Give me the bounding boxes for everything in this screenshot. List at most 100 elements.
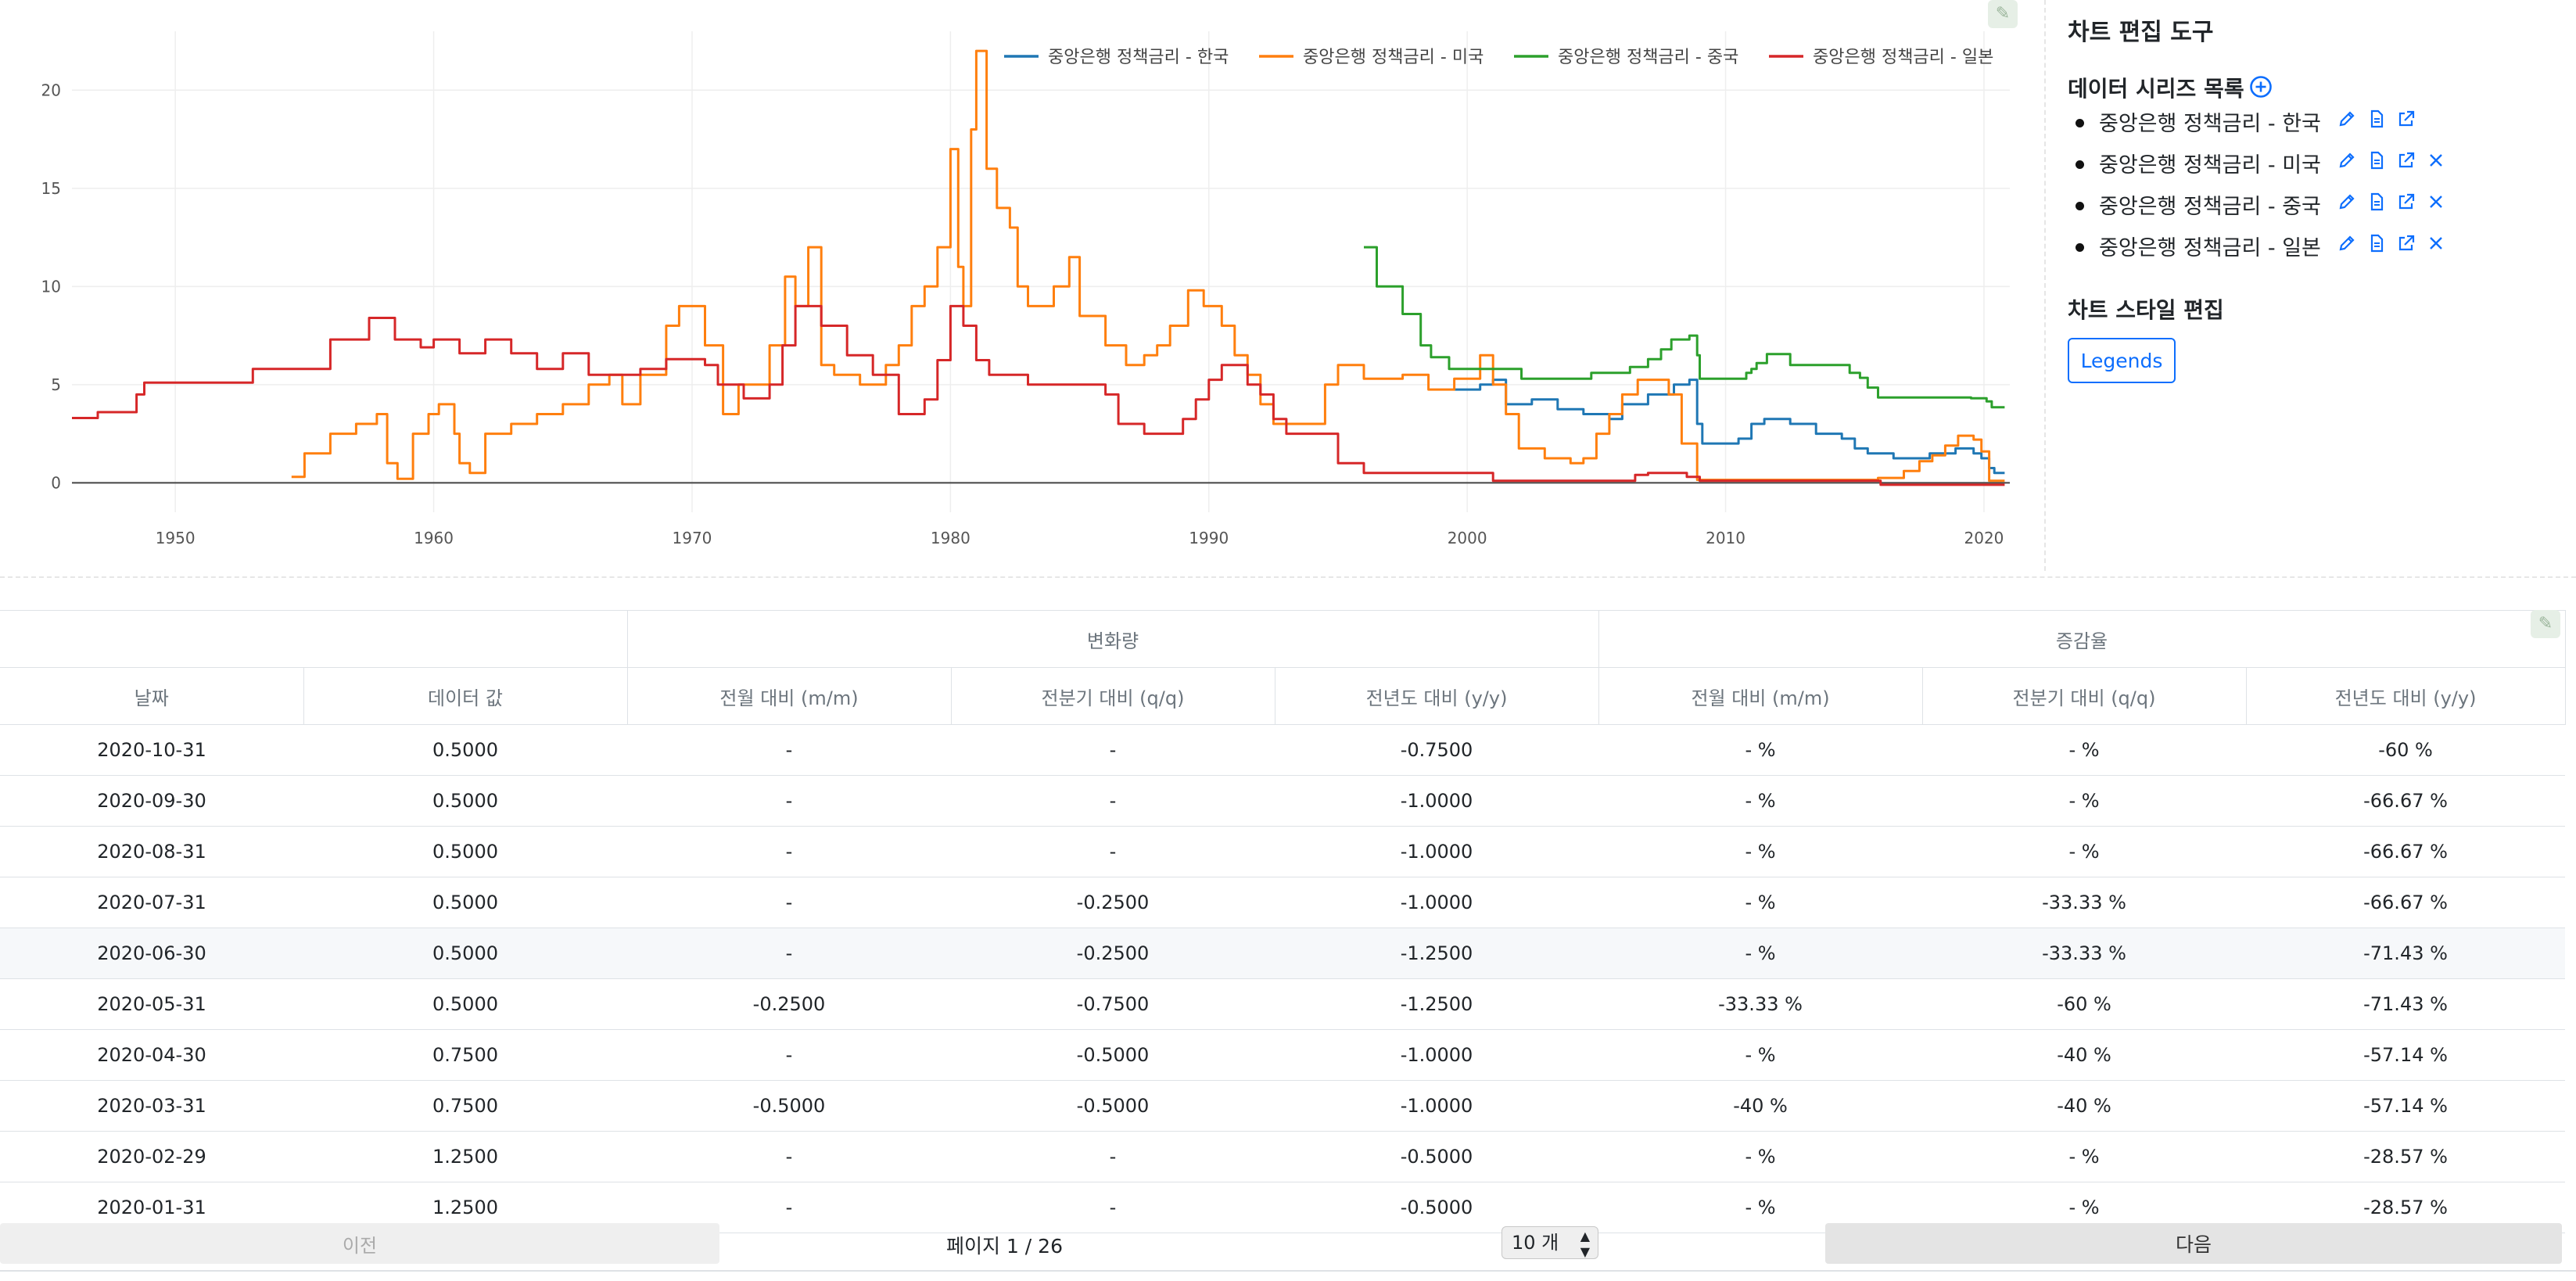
group-header-empty [0, 610, 628, 668]
document-icon[interactable] [2367, 192, 2386, 211]
table-cell: - % [1598, 826, 1923, 877]
table-cell: - [627, 928, 951, 979]
y-tick-label: 0 [51, 473, 61, 492]
column-header[interactable]: 전월 대비 (m/m) [626, 667, 952, 725]
legend-label[interactable]: 중앙은행 정책금리 - 일본 [1813, 48, 1993, 67]
table-cell: - % [1598, 724, 1923, 776]
external-link-icon[interactable] [2397, 192, 2416, 211]
legend-label[interactable]: 중앙은행 정책금리 - 미국 [1303, 48, 1484, 67]
table-cell: -71.43 % [2246, 928, 2566, 979]
x-tick-label: 2000 [1448, 529, 1487, 547]
x-tick-label: 1990 [1189, 529, 1229, 547]
table-cell: 0.5000 [303, 724, 627, 776]
table-cell: 0.5000 [303, 775, 627, 827]
table-cell: 2020-10-31 [0, 724, 303, 776]
close-icon[interactable] [2427, 234, 2445, 253]
external-link-icon[interactable] [2397, 109, 2416, 128]
column-header[interactable]: 전월 대비 (m/m) [1598, 667, 1923, 725]
table-cell: 2020-08-31 [0, 826, 303, 877]
legends-button[interactable]: Legends [2068, 338, 2176, 383]
table-cell: -60 % [2246, 724, 2566, 776]
table-cell: - [951, 775, 1275, 827]
table-cell: - [627, 826, 951, 877]
prev-page-button[interactable]: 이전 [0, 1223, 719, 1264]
external-link-icon[interactable] [2397, 234, 2416, 253]
next-page-button[interactable]: 다음 [1825, 1223, 2562, 1264]
table-cell: - [627, 724, 951, 776]
table-cell: - % [1598, 1131, 1923, 1182]
table-cell: - % [1598, 877, 1923, 928]
x-tick-label: 2020 [1964, 529, 2004, 547]
y-tick-label: 5 [51, 375, 61, 394]
external-link-icon[interactable] [2397, 151, 2416, 170]
pagination: 이전 페이지 1 / 26 10 개 ▲ ▼ 다음 [0, 1220, 2576, 1267]
column-header[interactable]: 날짜 [0, 667, 304, 725]
series-line[interactable] [72, 304, 2005, 486]
add-series-icon[interactable] [2249, 75, 2273, 99]
column-header[interactable]: 전분기 대비 (q/q) [950, 667, 1275, 725]
document-icon[interactable] [2367, 109, 2386, 128]
table-cell: 0.7500 [303, 1029, 627, 1081]
series-line[interactable] [1454, 379, 2005, 475]
column-header[interactable]: 전분기 대비 (q/q) [1921, 667, 2247, 725]
table-cell: - [951, 1131, 1275, 1182]
x-tick-label: 2010 [1706, 529, 1745, 547]
policy-rate-line-chart: 1950 1960 1970 1980 1990 2000 2010 2020 0 5 10 15 20… [41, 31, 2010, 547]
table-row: 2020-02-29 1.2500- - -0.5000- % - % -28.57 % [0, 1131, 2566, 1182]
table-cell: -71.43 % [2246, 978, 2566, 1030]
table-cell: -0.5000 [951, 1029, 1275, 1081]
page-size-select[interactable]: 10 개 ▲ ▼ [1501, 1226, 1598, 1259]
table-cell: -33.33 % [1922, 877, 2247, 928]
series-label: 중앙은행 정책금리 - 중국 [2099, 195, 2321, 219]
table-cell: 2020-03-31 [0, 1080, 303, 1132]
document-icon[interactable] [2367, 151, 2386, 170]
edit-icon[interactable] [2337, 192, 2356, 211]
series-line[interactable] [1364, 246, 2005, 409]
table-clip-icon[interactable]: ✎ [2531, 610, 2560, 638]
series-line[interactable] [291, 49, 2005, 483]
table-cell: -1.0000 [1275, 1080, 1599, 1132]
chart-clip-icon[interactable]: ✎ [1988, 0, 2018, 28]
table-cell: - % [1598, 775, 1923, 827]
bullet-icon [2076, 119, 2084, 127]
table-cell: 2020-09-30 [0, 775, 303, 827]
table-cell: -1.0000 [1275, 826, 1599, 877]
legend-label[interactable]: 중앙은행 정책금리 - 중국 [1558, 48, 1738, 67]
table-cell: - [951, 1182, 1275, 1233]
table-cell: - % [1922, 724, 2247, 776]
table-cell: -66.67 % [2246, 826, 2566, 877]
close-icon[interactable] [2427, 192, 2445, 211]
table-cell: 1.2500 [303, 1131, 627, 1182]
table-cell: -0.2500 [951, 928, 1275, 979]
table-cell: - % [1922, 1131, 2247, 1182]
series-label: 중앙은행 정책금리 - 일본 [2099, 236, 2321, 260]
page-size-value: 10 개 [1512, 1232, 1559, 1254]
series-item: 중앙은행 정책금리 - 중국 [2068, 192, 2537, 234]
table-cell: -40 % [1922, 1080, 2247, 1132]
table-cell: -0.5000 [1275, 1131, 1599, 1182]
column-header[interactable]: 전년도 대비 (y/y) [2245, 667, 2566, 725]
table-cell: - [627, 1029, 951, 1081]
edit-icon[interactable] [2337, 109, 2356, 128]
close-icon[interactable] [2427, 151, 2445, 170]
data-table: 변화량 증감율 날짜 데이터 값 전월 대비 (m/m) 전분기 대비 (q/q) 전년… [0, 610, 2566, 1233]
series-list: 중앙은행 정책금리 - 한국 중앙은행 정책금리 - 미국 중앙은행 정책금리 - … [2068, 109, 2537, 275]
table-cell: -0.2500 [627, 978, 951, 1030]
column-header[interactable]: 전년도 대비 (y/y) [1274, 667, 1599, 725]
legend-label[interactable]: 중앙은행 정책금리 - 한국 [1048, 48, 1229, 67]
page-info: 페이지 1 / 26 [946, 1235, 1063, 1258]
table-cell: 2020-04-30 [0, 1029, 303, 1081]
series-label: 중앙은행 정책금리 - 한국 [2099, 112, 2321, 136]
table-cell: 0.5000 [303, 978, 627, 1030]
table-cell: 0.5000 [303, 928, 627, 979]
table-cell: -1.0000 [1275, 877, 1599, 928]
edit-icon[interactable] [2337, 151, 2356, 170]
column-header[interactable]: 데이터 값 [303, 667, 628, 725]
data-table-wrap: 변화량 증감율 날짜 데이터 값 전월 대비 (m/m) 전분기 대비 (q/q) 전년… [0, 610, 2566, 1233]
edit-icon[interactable] [2337, 234, 2356, 253]
document-icon[interactable] [2367, 234, 2386, 253]
style-edit-heading: 차트 스타일 편집 [2068, 297, 2224, 323]
group-header-change: 변화량 [626, 610, 1599, 668]
bullet-icon [2076, 160, 2084, 169]
table-row: 2020-05-31 0.5000 -0.2500 -0.7500 -1.2500 -33… [0, 978, 2566, 1030]
